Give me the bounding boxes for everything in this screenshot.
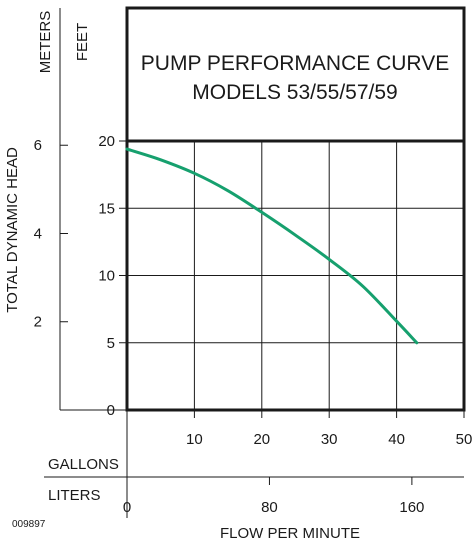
gallon-tick-label: 50 — [456, 431, 473, 448]
y-axis-title: TOTAL DYNAMIC HEAD — [4, 147, 21, 313]
liter-tick-label: 80 — [261, 499, 278, 516]
liter-tick-label: 0 — [123, 499, 131, 516]
liter-tick-label: 160 — [399, 499, 424, 516]
title-box: PUMP PERFORMANCE CURVE MODELS 53/55/57/5… — [125, 6, 466, 143]
feet-axis-label: FEET — [74, 23, 91, 61]
feet-tick-label: 10 — [98, 268, 115, 285]
meter-tick-label: 6 — [34, 137, 42, 154]
meters-axis-label: METERS — [37, 11, 54, 74]
feet-ticks: 0 5 10 15 20 — [98, 133, 127, 419]
liter-ticks: 0 80 160 — [123, 477, 424, 516]
performance-curve — [125, 147, 419, 345]
feet-tick-label: 5 — [107, 335, 115, 352]
chart-title-line-1: PUMP PERFORMANCE CURVE — [141, 52, 449, 75]
liters-axis-label: LITERS — [48, 487, 101, 504]
gallon-tick-label: 20 — [253, 431, 270, 448]
gallon-tick-label: 40 — [388, 431, 405, 448]
grid-lines — [127, 141, 464, 410]
feet-tick-label: 20 — [98, 133, 115, 150]
feet-tick-label: 15 — [98, 200, 115, 217]
meter-ticks: 2 4 6 — [34, 137, 68, 411]
gallons-axis-label: GALLONS — [48, 456, 119, 473]
meter-tick-label: 4 — [34, 225, 42, 242]
chart-title-line-2: MODELS 53/55/57/59 — [192, 81, 397, 104]
feet-tick-label: 0 — [107, 402, 115, 419]
x-axis-title: FLOW PER MINUTE — [220, 525, 360, 542]
gallon-tick-label: 10 — [186, 431, 203, 448]
meter-tick-label: 2 — [34, 314, 42, 331]
figure-code: 009897 — [12, 519, 46, 530]
gallon-tick-label: 30 — [321, 431, 338, 448]
gallon-ticks: 10 20 30 40 50 — [186, 410, 472, 448]
